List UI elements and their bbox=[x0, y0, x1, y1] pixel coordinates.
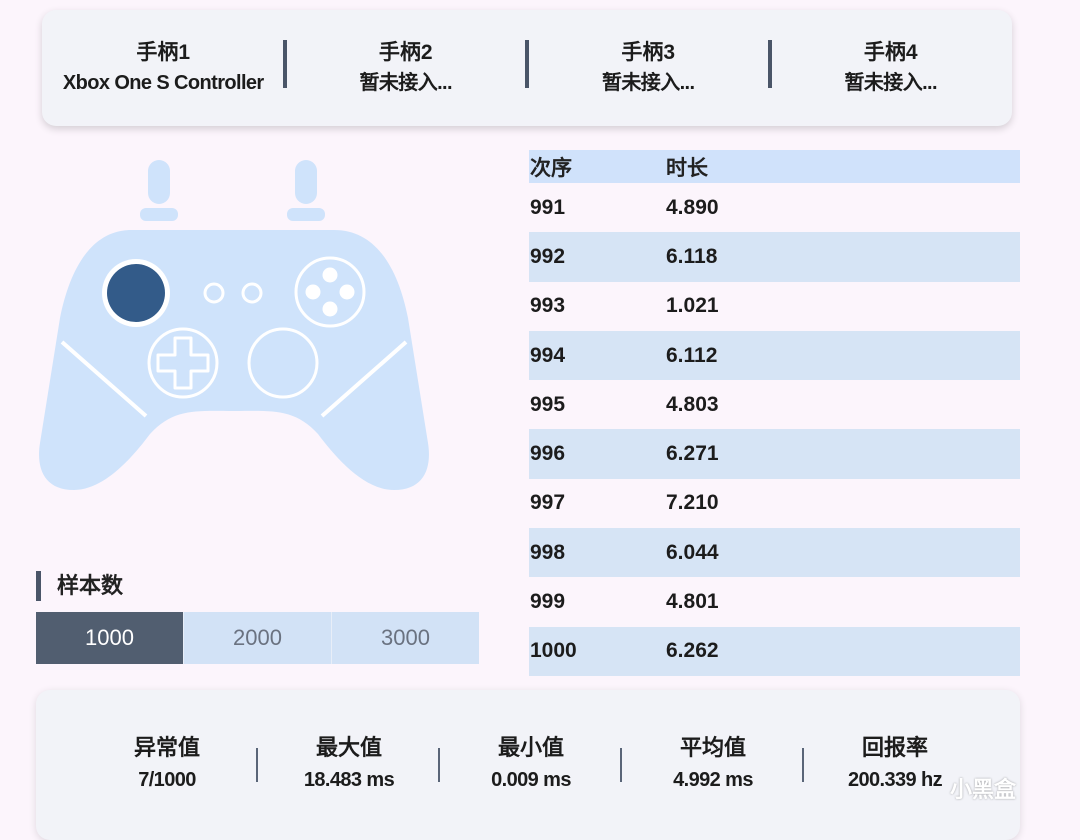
controller-slot-name: 手柄4 bbox=[863, 41, 918, 64]
divider bbox=[802, 748, 804, 782]
gamepad-icon bbox=[39, 160, 429, 490]
cell-duration: 6.112 bbox=[666, 343, 718, 367]
dpad-icon bbox=[156, 336, 210, 390]
stat-polling-rate: 回报率 200.339 hz bbox=[804, 732, 986, 796]
table-row: 996 6.271 bbox=[529, 429, 1020, 479]
left-bumper-icon bbox=[140, 208, 178, 221]
table-row: 994 6.112 bbox=[529, 330, 1020, 381]
table-header: 次序 时长 bbox=[529, 150, 1020, 183]
cell-order: 996 bbox=[530, 442, 566, 466]
controller-selector-bar: 手柄1 Xbox One S Controller 手柄2 暂未接入... 手柄… bbox=[42, 10, 1012, 126]
stat-value: 7/1000 bbox=[138, 769, 196, 791]
stat-label: 最小值 bbox=[497, 735, 564, 760]
sample-option-3000[interactable]: 3000 bbox=[331, 612, 479, 664]
face-buttons-icon bbox=[294, 256, 366, 328]
column-header-duration: 时长 bbox=[666, 156, 708, 180]
cell-duration: 6.044 bbox=[666, 540, 719, 564]
menu-button-icon bbox=[241, 282, 263, 304]
stat-value: 200.339 hz bbox=[847, 769, 943, 791]
watermark: 小黑盒 bbox=[950, 777, 1017, 802]
table-row: 999 4.801 bbox=[529, 577, 1020, 626]
cell-order: 998 bbox=[530, 540, 566, 564]
controller-slot-2[interactable]: 手柄2 暂未接入... bbox=[285, 38, 529, 98]
table-row: 992 6.118 bbox=[529, 232, 1020, 282]
table-row: 993 1.021 bbox=[529, 282, 1020, 331]
sample-option-1000[interactable]: 1000 bbox=[36, 612, 183, 664]
controller-slot-name: 手柄3 bbox=[621, 41, 676, 64]
cell-duration: 6.262 bbox=[666, 639, 719, 663]
right-trigger-icon bbox=[295, 160, 317, 204]
controller-slot-4[interactable]: 手柄4 暂未接入... bbox=[770, 38, 1013, 98]
controller-body-icon bbox=[39, 230, 429, 490]
stat-min: 最小值 0.009 ms bbox=[440, 732, 622, 796]
cell-duration: 6.118 bbox=[666, 244, 718, 268]
dpad-ring-icon bbox=[147, 327, 219, 399]
cell-order: 994 bbox=[530, 343, 566, 367]
stat-max: 最大值 18.483 ms bbox=[258, 732, 440, 796]
sample-count-title: 样本数 bbox=[36, 571, 123, 601]
divider bbox=[525, 40, 529, 88]
controller-slot-name: 手柄2 bbox=[378, 41, 433, 64]
cell-duration: 4.801 bbox=[666, 590, 719, 614]
cell-duration: 7.210 bbox=[666, 491, 719, 515]
table-row: 995 4.803 bbox=[529, 380, 1020, 429]
left-stick-active-icon bbox=[107, 264, 165, 322]
column-header-order: 次序 bbox=[530, 156, 572, 180]
cell-duration: 4.890 bbox=[666, 195, 719, 219]
stat-value: 18.483 ms bbox=[303, 769, 395, 791]
right-bumper-icon bbox=[287, 208, 325, 221]
cell-duration: 6.271 bbox=[666, 442, 719, 466]
cell-order: 995 bbox=[530, 392, 566, 416]
view-button-icon bbox=[203, 282, 225, 304]
cell-order: 1000 bbox=[530, 639, 577, 663]
controller-slot-status: 暂未接入... bbox=[359, 72, 453, 94]
stat-average: 平均值 4.992 ms bbox=[622, 732, 804, 796]
controller-slot-1[interactable]: 手柄1 Xbox One S Controller bbox=[42, 38, 287, 98]
latency-table: 次序 时长 991 4.890 992 6.118 993 1.021 994 … bbox=[529, 150, 1020, 676]
table-row: 1000 6.262 bbox=[529, 626, 1020, 676]
cell-order: 991 bbox=[530, 195, 566, 219]
table-row: 991 4.890 bbox=[529, 183, 1020, 232]
stat-label: 平均值 bbox=[679, 735, 746, 760]
stat-label: 回报率 bbox=[861, 735, 928, 760]
divider bbox=[620, 748, 622, 782]
controller-slot-status: Xbox One S Controller bbox=[62, 72, 264, 94]
table-row: 997 7.210 bbox=[529, 479, 1020, 528]
sample-option-2000[interactable]: 2000 bbox=[183, 612, 331, 664]
stat-outliers: 异常值 7/1000 bbox=[76, 732, 258, 796]
stat-value: 4.992 ms bbox=[673, 769, 753, 791]
cell-duration: 1.021 bbox=[666, 294, 719, 318]
divider bbox=[438, 748, 440, 782]
cell-order: 999 bbox=[530, 590, 566, 614]
controller-slot-name: 手柄1 bbox=[136, 41, 191, 64]
controller-slot-status: 暂未接入... bbox=[844, 72, 938, 94]
divider bbox=[767, 40, 772, 88]
stats-panel: 异常值 7/1000 最大值 18.483 ms 最小值 0.009 ms 平均… bbox=[36, 690, 1020, 840]
stat-label: 最大值 bbox=[315, 735, 382, 760]
sample-count-selector: 1000 2000 3000 bbox=[36, 612, 479, 664]
cell-order: 993 bbox=[530, 294, 566, 318]
right-stick-icon bbox=[247, 327, 319, 399]
cell-duration: 4.803 bbox=[666, 392, 719, 416]
table-row: 998 6.044 bbox=[529, 528, 1020, 578]
stat-label: 异常值 bbox=[133, 735, 200, 760]
divider bbox=[282, 40, 287, 88]
cell-order: 992 bbox=[530, 244, 566, 268]
divider bbox=[256, 748, 258, 782]
controller-slot-3[interactable]: 手柄3 暂未接入... bbox=[527, 38, 772, 98]
controller-slot-status: 暂未接入... bbox=[602, 72, 695, 94]
stat-value: 0.009 ms bbox=[491, 769, 571, 791]
left-trigger-icon bbox=[148, 160, 170, 204]
cell-order: 997 bbox=[530, 491, 566, 515]
